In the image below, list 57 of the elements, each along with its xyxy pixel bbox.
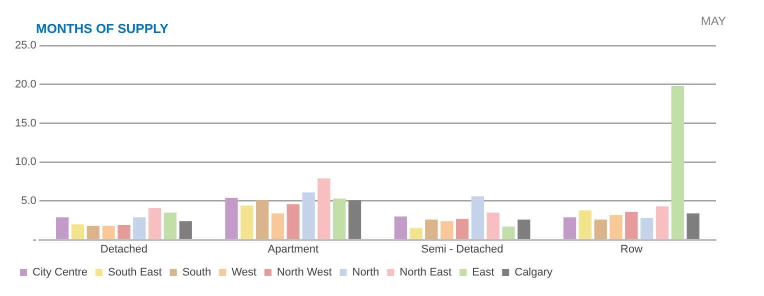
legend-label: Calgary (514, 266, 554, 279)
bar (179, 221, 192, 240)
bar (148, 208, 162, 240)
bar (440, 221, 454, 240)
y-tick-label: - (32, 234, 37, 246)
bar (86, 226, 100, 240)
legend-label: East (472, 266, 494, 279)
bar (671, 86, 684, 240)
legend-label: South East (108, 266, 162, 279)
bar (302, 192, 315, 240)
y-tick-label: 20.0 (14, 78, 36, 90)
bar (486, 212, 500, 240)
bar (594, 220, 607, 240)
legend-label: North East (400, 266, 452, 279)
legend-label: North (352, 266, 380, 279)
y-tick-label: 5.0 (21, 194, 36, 207)
y-tick-label: 10.0 (14, 156, 36, 168)
bar (71, 224, 84, 240)
y-tick-label: 25.0 (14, 40, 36, 52)
chart-subtitle: MAY (700, 14, 726, 28)
bar (256, 200, 269, 240)
bar (625, 212, 638, 240)
legend-label: West (232, 266, 256, 279)
bar (118, 225, 130, 240)
chart-title: MONTHS OF SUPPLY (36, 21, 168, 36)
bar (133, 217, 146, 240)
x-tick-label: Row (620, 243, 642, 256)
bar (240, 206, 254, 240)
bar (271, 213, 284, 240)
bar (333, 198, 346, 240)
y-tick-label: 15.0 (14, 117, 36, 130)
bar (563, 217, 576, 240)
x-tick-label: Semi - Detached (421, 243, 504, 256)
bar (410, 228, 422, 240)
x-tick-label: Apartment (268, 243, 319, 256)
bar (164, 212, 177, 240)
bar (56, 217, 69, 240)
bar (394, 216, 407, 240)
bar (348, 200, 362, 240)
bar (102, 226, 115, 240)
bar (456, 218, 469, 240)
bar (640, 218, 654, 240)
bar (225, 198, 238, 240)
legend-label: North West (276, 266, 332, 279)
bar (471, 196, 484, 240)
x-tick-label: Detached (100, 243, 148, 256)
bar (656, 206, 669, 240)
bar (686, 213, 700, 240)
bar (518, 220, 530, 240)
bar (425, 220, 438, 240)
bar (578, 210, 592, 240)
legend-label: City Centre (32, 266, 88, 279)
bar (610, 214, 622, 240)
bar (286, 204, 300, 240)
bar (502, 226, 515, 240)
legend-label: South (182, 266, 212, 279)
bar (318, 178, 330, 240)
